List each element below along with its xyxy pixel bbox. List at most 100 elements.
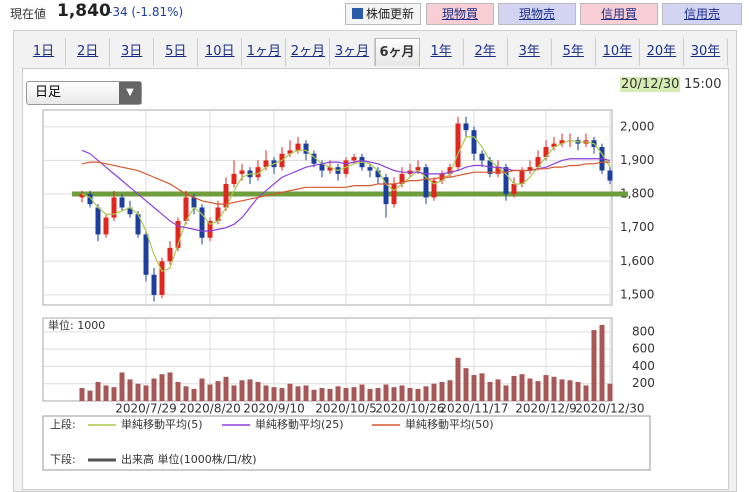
volume-bar [535, 381, 541, 401]
volume-bar [487, 381, 493, 401]
candle-body [183, 197, 189, 221]
volume-bar [543, 375, 549, 401]
candle-body [143, 234, 149, 275]
candle-body [367, 167, 373, 171]
volume-bar [279, 388, 285, 401]
volume-bar [511, 375, 517, 401]
volume-bar [135, 383, 141, 401]
x-tick-label: 2020/10/5 [315, 402, 377, 416]
volume-bar [455, 357, 461, 401]
candle-body [319, 163, 325, 171]
margin-buy-button[interactable]: 信用買 [580, 3, 658, 25]
volume-unit: 単位: 1000 [48, 318, 105, 332]
candle-body [511, 183, 517, 195]
candle-body [303, 143, 309, 154]
margin-sell-button[interactable]: 信用売 [662, 3, 742, 25]
price-plot [42, 109, 613, 306]
period-tab[interactable]: 5年 [552, 38, 596, 66]
volume-bar [519, 374, 525, 401]
candle-body [543, 146, 549, 158]
y-tick-label: 1,600 [620, 254, 654, 268]
volume-bar [287, 383, 293, 401]
candle-body [375, 170, 381, 178]
candle-body [119, 197, 125, 208]
candle-body [159, 261, 165, 295]
volume-bar [471, 375, 477, 401]
candle-body [455, 123, 461, 168]
candle-body [399, 173, 405, 184]
refresh-icon [351, 8, 363, 19]
candle-body [263, 160, 269, 168]
period-tab[interactable]: 1日 [22, 38, 67, 66]
volume-bar [247, 379, 253, 401]
dropdown-label: 日足 [35, 85, 62, 100]
x-tick-label: 2020/10/26 [375, 402, 444, 416]
dropdown[interactable]: 日足 ▼ [26, 81, 142, 105]
volume-bar [207, 384, 213, 401]
volume-bar [447, 380, 453, 401]
period-tab[interactable]: 2日 [66, 38, 111, 66]
volume-bar [479, 373, 485, 401]
volume-bar [167, 372, 173, 401]
period-tab[interactable]: 3年 [508, 38, 552, 66]
candle-body [287, 150, 293, 154]
y-tick-label: 1,700 [620, 220, 654, 234]
candle-body [351, 157, 357, 161]
volume-bar [191, 388, 197, 401]
moving-average-line [81, 136, 611, 273]
volume-bar [423, 386, 429, 401]
volume-bar [551, 376, 557, 401]
x-tick-label: 2020/12/9 [515, 402, 577, 416]
volume-tick-label: 200 [632, 376, 655, 390]
period-tab[interactable]: 3ヶ月 [330, 38, 375, 66]
volume-bar [103, 385, 109, 401]
candle-body [503, 167, 509, 195]
period-tab[interactable]: 3日 [110, 38, 155, 66]
candle-body [423, 167, 429, 198]
volume-bar [223, 376, 229, 401]
volume-tick-label: 800 [632, 324, 655, 338]
volume-bar [311, 389, 317, 401]
volume-bar [239, 380, 245, 401]
spot-buy-button[interactable]: 現物買 [426, 3, 494, 25]
period-tab[interactable]: 5日 [154, 38, 199, 66]
candle-body [327, 167, 333, 171]
volume-bar [495, 379, 501, 401]
moving-average-line [81, 161, 610, 205]
period-tab[interactable]: 6ヶ月 [374, 38, 420, 66]
period-tab[interactable]: 2ヶ月 [286, 38, 331, 66]
volume-bar [127, 379, 133, 401]
chart: 上段: 下段: 1,500 1,600 1,700 1,800 1,900 2,000 20… [42, 109, 655, 471]
x-tick-label: 2020/11/17 [439, 402, 508, 416]
volume-bar [295, 386, 301, 401]
candle-body [87, 194, 93, 205]
volume-bar [383, 384, 389, 401]
period-tab[interactable]: 1ヶ月 [242, 38, 287, 66]
volume-bar [143, 385, 149, 401]
period-tab[interactable]: 20年 [640, 38, 684, 66]
period-tab[interactable]: 2年 [464, 38, 508, 66]
candle-body [95, 207, 101, 235]
period-tab[interactable]: 10年 [596, 38, 640, 66]
volume-bar [591, 330, 597, 401]
volume-bar [503, 385, 509, 401]
legend-entry: 単純移動平均(25) [255, 417, 344, 431]
y-tick-label: 1,900 [620, 153, 654, 167]
candle-body [527, 167, 533, 171]
volume-bar [327, 388, 333, 401]
period-tab[interactable]: 30年 [684, 38, 728, 66]
volume-bar [119, 372, 125, 401]
period-tab[interactable]: 10日 [198, 38, 243, 66]
refresh-button[interactable]: 株価更新 [345, 3, 421, 25]
volume-bar [255, 381, 261, 401]
candle-body [479, 153, 485, 161]
period-tab[interactable]: 1年 [420, 38, 464, 66]
candle-body [535, 157, 541, 168]
candle-body [255, 167, 261, 178]
candle-body [151, 274, 157, 295]
volume-bar [303, 385, 309, 401]
volume-bar [95, 381, 101, 401]
spot-sell-button[interactable]: 現物売 [498, 3, 576, 25]
volume-bar [367, 388, 373, 401]
legend-lower: 下段: [50, 452, 76, 466]
